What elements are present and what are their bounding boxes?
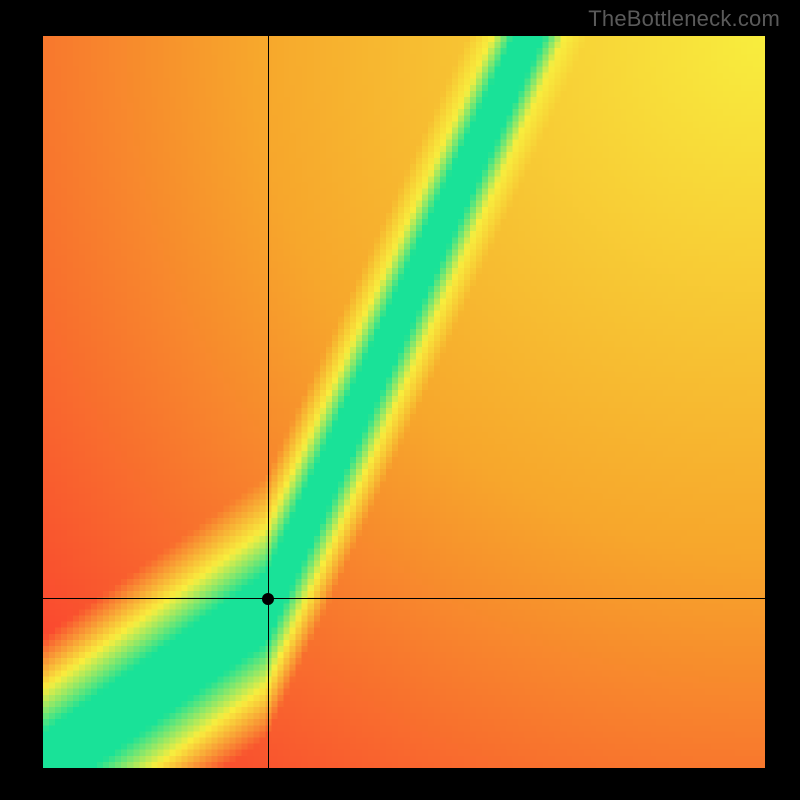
watermark-text: TheBottleneck.com [588,6,780,32]
heatmap-canvas [43,36,765,768]
crosshair-vertical [268,36,269,768]
heatmap-plot [43,36,765,768]
crosshair-horizontal [43,598,765,599]
chart-container: TheBottleneck.com [0,0,800,800]
